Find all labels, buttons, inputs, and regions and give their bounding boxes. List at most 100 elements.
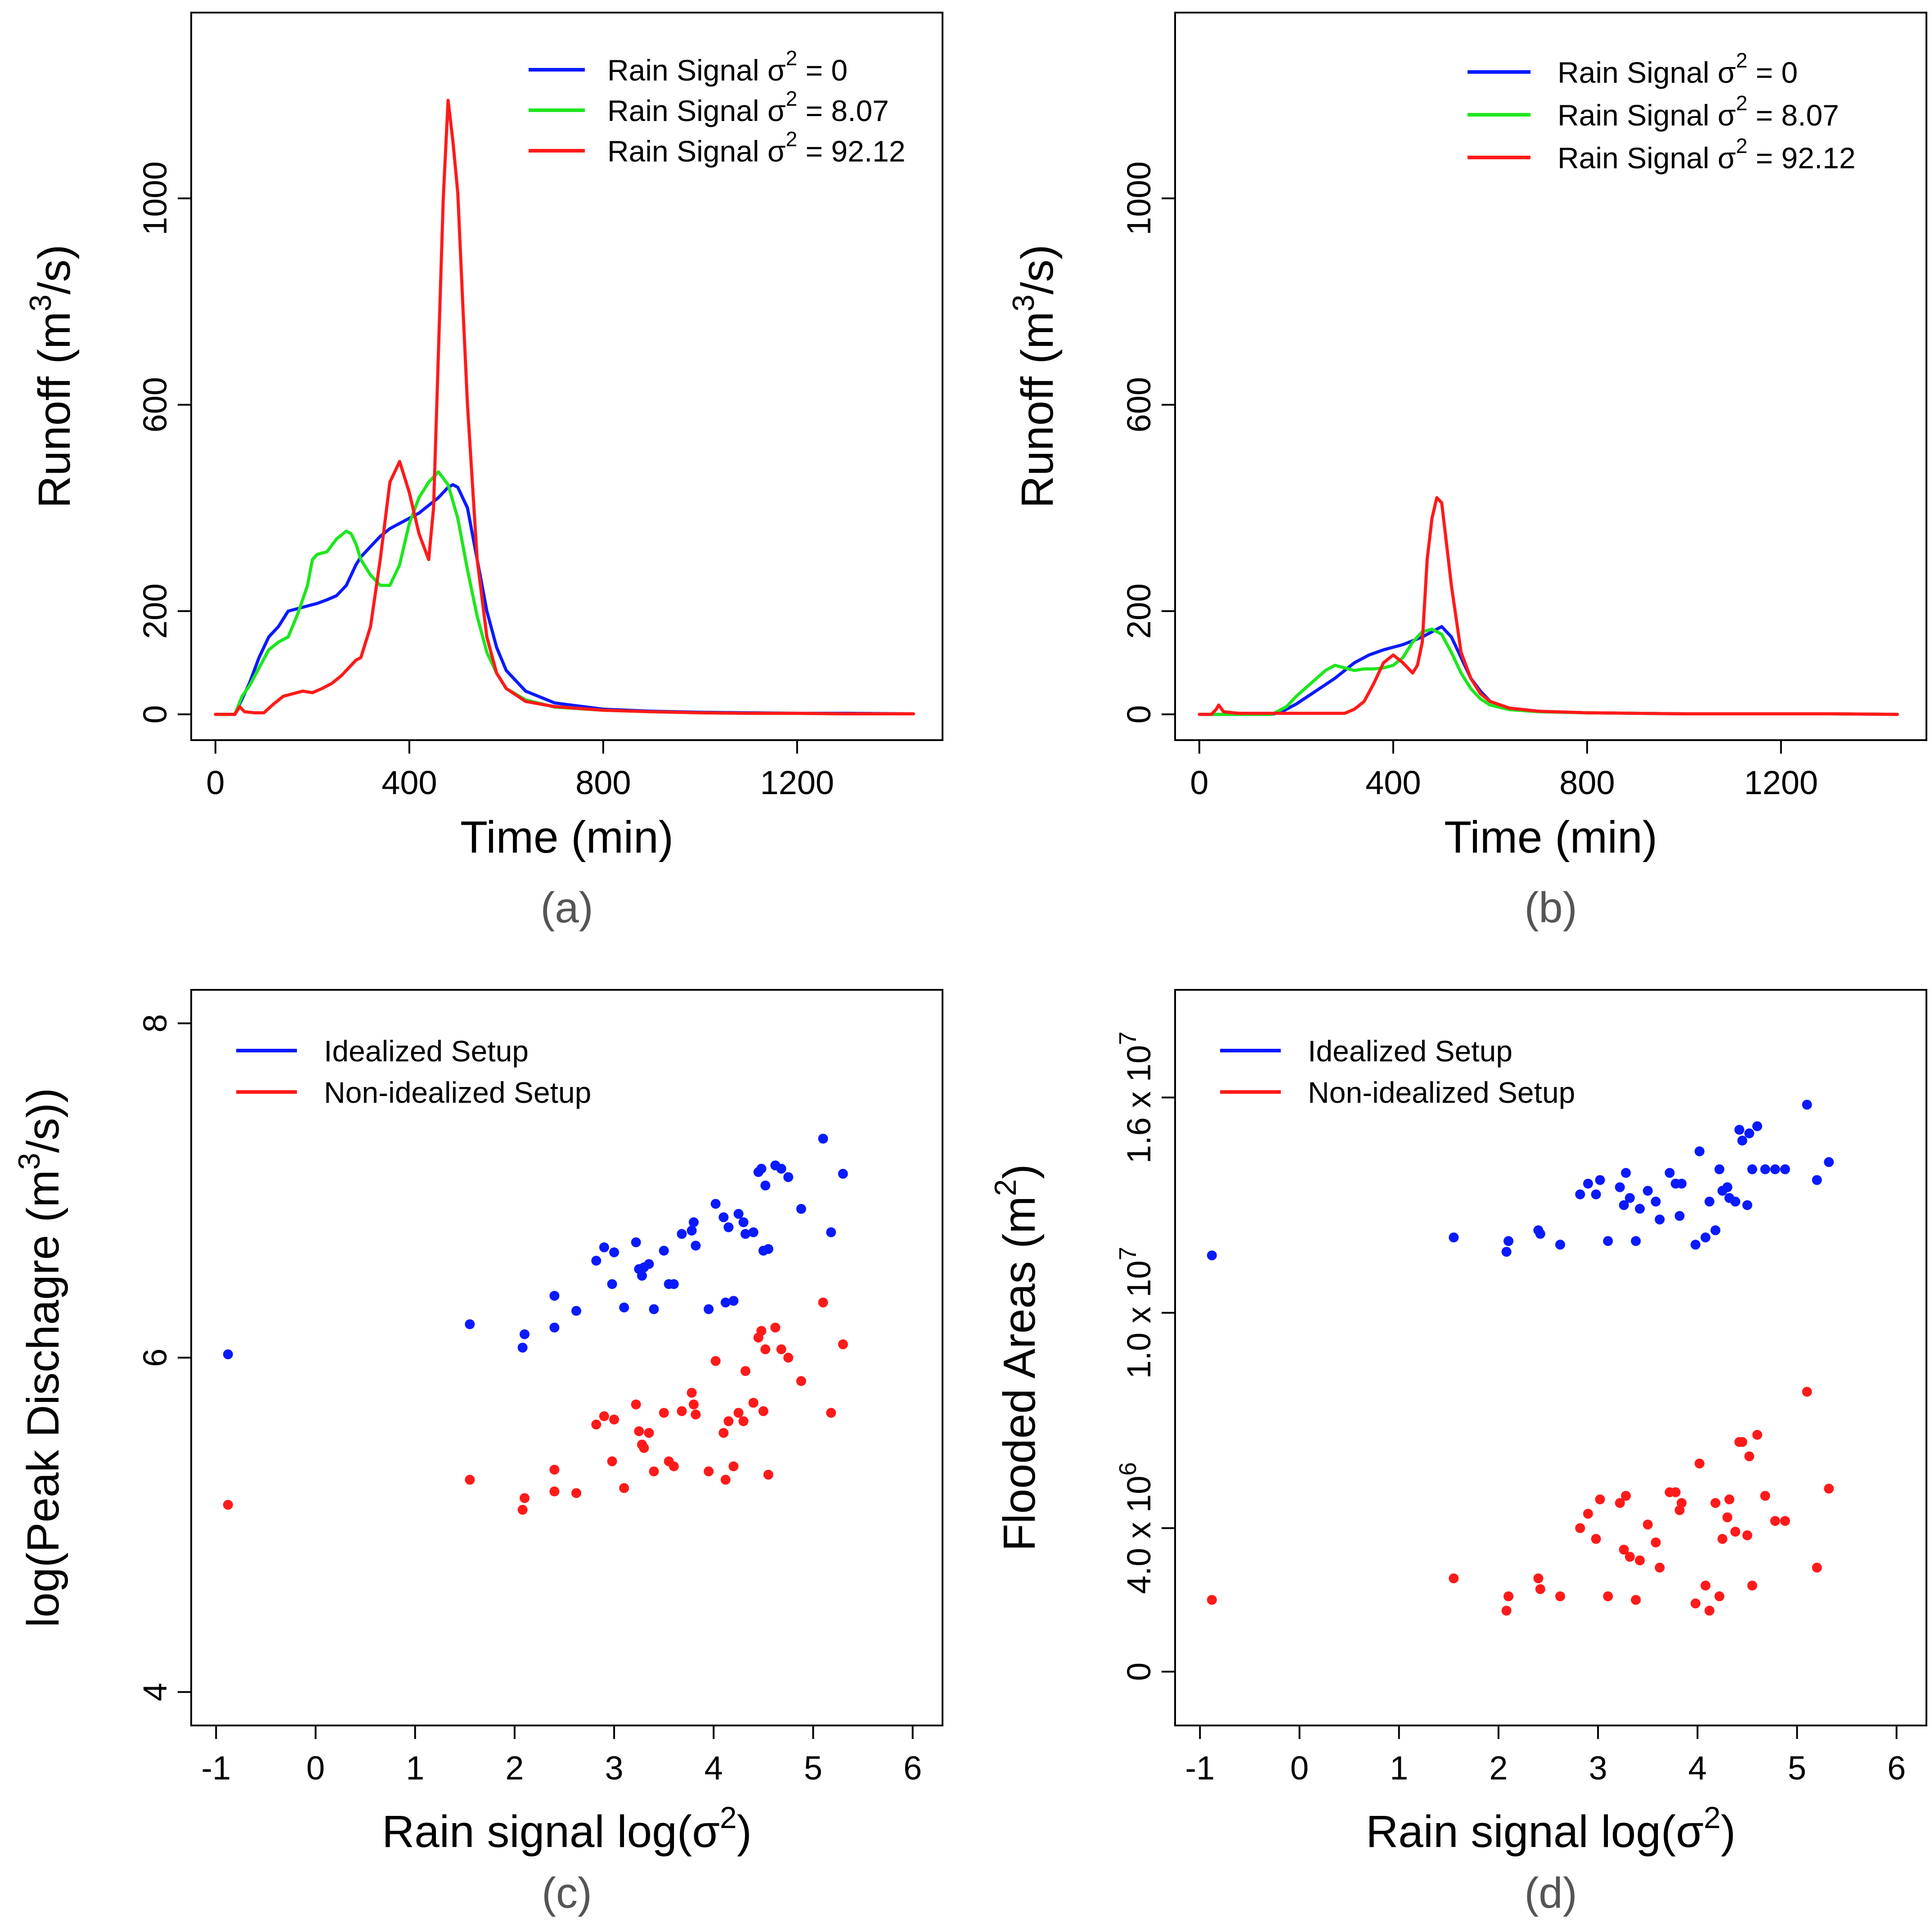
data-point-red [1770, 1516, 1780, 1526]
y-tick-label: 1.0 x 107 [1114, 1247, 1158, 1379]
data-point-red [1676, 1498, 1687, 1508]
data-point-red [776, 1344, 786, 1354]
x-axis-label: Time (min) [1444, 812, 1657, 863]
data-point-blue [733, 1209, 744, 1219]
data-point-blue [520, 1329, 530, 1339]
data-point-red [1615, 1498, 1625, 1508]
data-point-blue [609, 1247, 619, 1258]
data-point-blue [1714, 1164, 1724, 1174]
x-tick-label: 0 [306, 1749, 325, 1787]
data-point-blue [1595, 1175, 1605, 1185]
plot-frame [1174, 989, 1927, 1726]
panel-label: (a) [540, 884, 593, 932]
data-point-red [677, 1406, 687, 1416]
plot-area [223, 1133, 848, 1515]
legend-entry: Idealized Setup [1308, 1034, 1513, 1068]
data-point-red [520, 1493, 530, 1503]
data-point-blue [1694, 1146, 1705, 1156]
data-point-red [644, 1428, 654, 1438]
data-point-red [1670, 1487, 1681, 1497]
data-point-blue [465, 1319, 475, 1330]
data-point-blue [591, 1256, 601, 1266]
data-point-red [723, 1416, 734, 1426]
x-tick-label: 3 [605, 1749, 623, 1787]
data-point-red [1717, 1534, 1728, 1544]
plot-area [1198, 496, 1899, 716]
x-axis-label: Rain signal log(σ2) [1366, 1801, 1736, 1857]
data-point-red [1621, 1491, 1631, 1501]
data-point-red [796, 1376, 806, 1386]
data-point-red [691, 1409, 701, 1420]
data-point-blue [1744, 1128, 1755, 1138]
data-point-red [631, 1399, 641, 1410]
data-point-red [1631, 1595, 1641, 1605]
data-point-blue [1619, 1200, 1629, 1210]
data-point-red [1207, 1595, 1217, 1605]
data-point-blue [687, 1226, 697, 1236]
data-point-blue [1631, 1236, 1641, 1246]
data-point-red [1752, 1430, 1762, 1440]
data-point-blue [1615, 1182, 1625, 1192]
data-point-red [1802, 1387, 1812, 1397]
data-point-blue [1812, 1175, 1822, 1185]
x-tick-label: 6 [903, 1749, 922, 1787]
data-point-blue [763, 1244, 773, 1254]
data-point-blue [669, 1279, 679, 1289]
data-point-red [718, 1428, 729, 1438]
y-tick-label: 600 [136, 377, 174, 432]
data-point-blue [1665, 1168, 1675, 1178]
data-point-red [591, 1420, 601, 1430]
data-point-blue [571, 1306, 581, 1316]
data-point-red [760, 1344, 771, 1354]
data-point-blue [826, 1227, 836, 1237]
x-tick-label: 4 [1688, 1749, 1707, 1787]
data-point-red [1449, 1573, 1459, 1583]
data-point-blue [783, 1172, 794, 1182]
data-point-red [549, 1486, 560, 1496]
panel-b: 0 400 800 1200 0 200 600 1000 Time (min) Runoff (… [1006, 12, 1927, 932]
data-point-blue [723, 1222, 734, 1232]
data-point-red [1714, 1591, 1724, 1601]
panel-a: 0 400 800 1200 0 200 600 1000 Time (min) Runoff (… [23, 12, 943, 932]
data-point-blue [691, 1240, 701, 1251]
x-tick-label: 400 [1365, 764, 1421, 801]
data-point-blue [1737, 1136, 1747, 1146]
series-line-red [214, 99, 915, 716]
data-point-red [649, 1466, 659, 1477]
data-point-blue [659, 1245, 669, 1256]
data-point-blue [1676, 1178, 1687, 1189]
x-tick-label: 0 [206, 764, 224, 801]
panel-label: (d) [1524, 1869, 1577, 1917]
y-tick-label: 0 [1120, 705, 1158, 723]
x-axis-label: Rain signal log(σ2) [382, 1801, 752, 1857]
legend-entry: Rain Signal σ2 = 8.07 [607, 87, 889, 127]
data-point-red [1812, 1563, 1822, 1573]
data-point-red [728, 1461, 739, 1471]
data-point-red [1737, 1437, 1747, 1447]
data-point-red [1744, 1451, 1755, 1461]
data-point-red [741, 1366, 750, 1376]
y-tick-label: 200 [1120, 584, 1158, 639]
y-tick-label: 6 [136, 1348, 174, 1367]
y-tick-label: 1000 [136, 162, 174, 236]
data-point-blue [1780, 1164, 1790, 1174]
data-point-blue [738, 1217, 749, 1227]
data-point-blue [689, 1217, 699, 1227]
data-point-blue [1591, 1189, 1601, 1200]
data-point-blue [1734, 1125, 1745, 1135]
y-axis-label: Flooded Areas (m2) [988, 1164, 1045, 1551]
x-tick-label: 1 [406, 1749, 424, 1787]
y-axis-label: log(Peak Dischagre (m3/s)) [12, 1088, 68, 1627]
data-point-blue [1625, 1193, 1635, 1203]
data-point-blue [1802, 1100, 1812, 1110]
data-point-blue [741, 1229, 750, 1239]
data-point-red [1780, 1516, 1790, 1526]
data-point-blue [1535, 1229, 1545, 1239]
data-point-red [1690, 1598, 1701, 1609]
data-point-red [1747, 1581, 1757, 1591]
data-point-blue [1690, 1240, 1701, 1250]
y-tick-label: 8 [136, 1014, 174, 1033]
data-point-red [1694, 1458, 1705, 1469]
data-point-blue [1722, 1182, 1733, 1192]
